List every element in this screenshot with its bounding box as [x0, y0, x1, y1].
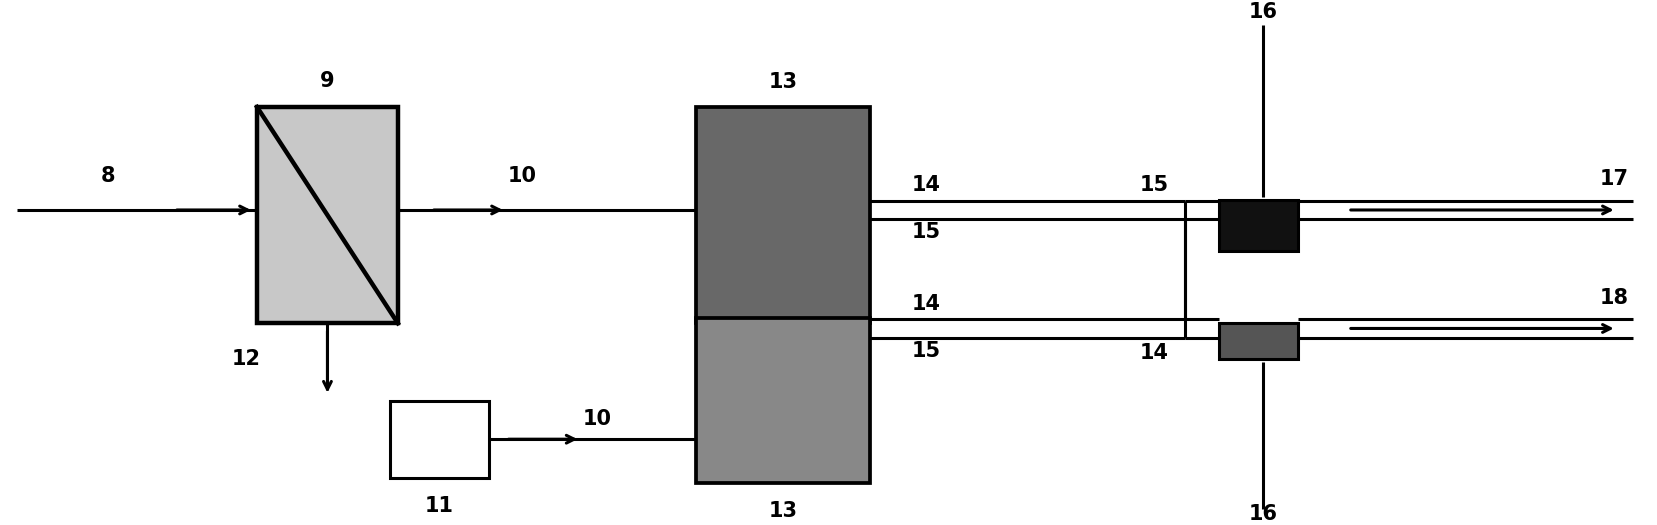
Bar — [389, 401, 489, 478]
Text: 14: 14 — [1140, 343, 1168, 363]
Text: 13: 13 — [769, 501, 797, 521]
Text: 9: 9 — [320, 71, 335, 91]
Text: 10: 10 — [582, 408, 611, 428]
Text: 12: 12 — [232, 349, 262, 370]
Text: 15: 15 — [911, 222, 941, 242]
Bar — [1218, 200, 1297, 251]
Text: 14: 14 — [911, 293, 940, 314]
Text: 16: 16 — [1248, 504, 1278, 524]
Text: 17: 17 — [1599, 169, 1627, 189]
Text: 18: 18 — [1599, 288, 1627, 308]
Text: 15: 15 — [1138, 175, 1168, 195]
Bar — [696, 107, 870, 323]
Text: 8: 8 — [101, 166, 114, 186]
Text: 10: 10 — [507, 166, 537, 186]
Bar — [696, 318, 870, 483]
Text: 11: 11 — [424, 496, 454, 516]
Text: 14: 14 — [911, 175, 940, 195]
Text: 15: 15 — [911, 341, 941, 361]
Text: 16: 16 — [1248, 2, 1278, 22]
Bar — [257, 107, 398, 323]
Bar — [1218, 323, 1297, 359]
Text: 13: 13 — [769, 72, 797, 92]
